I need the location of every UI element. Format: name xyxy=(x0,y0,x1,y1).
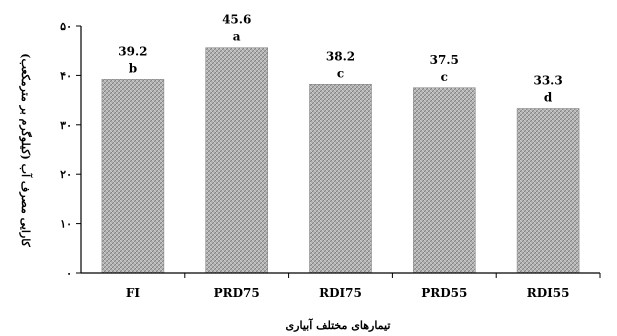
significance-letter: a xyxy=(233,30,241,44)
bars-group: b 39.2 a 45.6 c 38.2 c 37.5 d 33.3 xyxy=(101,13,580,274)
x-tick-label: PRD55 xyxy=(421,286,467,300)
x-axis-ticks: FI PRD75 RDI75 PRD55 RDI55 xyxy=(126,273,601,300)
significance-letter: b xyxy=(129,61,137,75)
significance-letter: d xyxy=(544,90,553,104)
bar-rdi75 xyxy=(309,83,372,274)
data-label: 45.6 xyxy=(222,13,251,27)
data-label: 39.2 xyxy=(118,44,147,58)
y-tick-label: ۲۰ xyxy=(60,168,72,181)
y-axis-title: کارایی مصرف آب (کیلوگرم بر مترمکعب) xyxy=(19,53,33,247)
x-tick-label: FI xyxy=(126,286,141,300)
data-label: 37.5 xyxy=(430,53,459,67)
significance-letter: c xyxy=(441,70,448,84)
data-label: 38.2 xyxy=(326,49,355,63)
y-tick-label: ۳۰ xyxy=(60,119,72,132)
data-label: 33.3 xyxy=(533,73,562,87)
bar-fi xyxy=(101,79,165,274)
x-axis-title: تیمارهای مختلف آبیاری xyxy=(286,318,391,332)
x-tick-label: RDI55 xyxy=(527,286,570,300)
bar-rdi55 xyxy=(516,108,580,274)
x-tick-label: RDI75 xyxy=(319,286,362,300)
significance-letter: c xyxy=(337,66,344,80)
bar-prd55 xyxy=(412,87,476,274)
y-axis-ticks: ۰ ۱۰ ۲۰ ۳۰ ۴۰ ۵۰ xyxy=(60,20,81,280)
bar-prd75 xyxy=(205,47,268,274)
y-tick-label: ۴۰ xyxy=(60,69,72,82)
y-tick-label: ۰ xyxy=(66,267,72,280)
y-tick-label: ۵۰ xyxy=(60,20,72,33)
y-tick-label: ۱۰ xyxy=(60,218,72,231)
x-tick-label: PRD75 xyxy=(214,286,260,300)
